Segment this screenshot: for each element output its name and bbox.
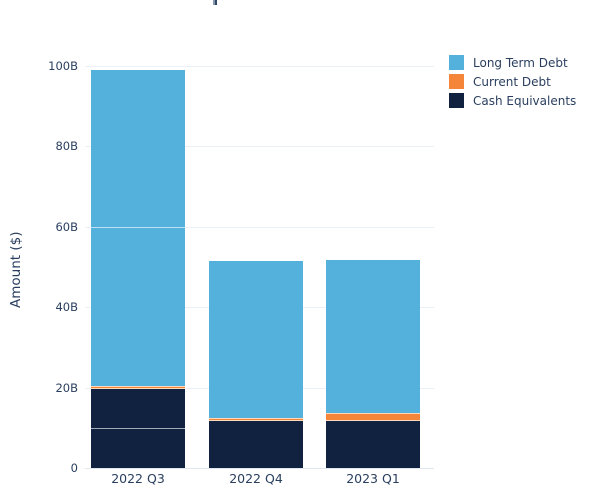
legend: Long Term Debt Current Debt Cash Equivalen… <box>449 55 576 112</box>
legend-swatch-current-debt <box>449 74 464 89</box>
legend-label: Long Term Debt <box>473 55 568 70</box>
gridline <box>85 226 434 228</box>
bar-segment-2023-q1-long-term-debt[interactable] <box>326 260 420 414</box>
y-tick-label-40b: 40B <box>55 300 78 315</box>
segment-divider-line <box>91 227 185 229</box>
bar-2022-q3 <box>91 60 185 468</box>
bar-segment-2022-q3-current-debt[interactable] <box>91 385 185 390</box>
legend-item-long-term-debt[interactable]: Long Term Debt <box>449 55 576 70</box>
y-axis-title: Amount ($) <box>8 231 24 309</box>
x-tick-label-2022-q3: 2022 Q3 <box>111 471 165 486</box>
bar-segment-2023-q1-current-debt[interactable] <box>326 413 420 421</box>
bar-segment-2022-q4-long-term-debt[interactable] <box>209 260 303 418</box>
legend-swatch-cash-equivalents <box>449 93 464 108</box>
x-tick-label-2023-q1: 2023 Q1 <box>346 471 400 486</box>
bar-segment-2023-q1-cash-equivalents[interactable] <box>326 420 420 468</box>
bar-2023-q1 <box>326 60 420 468</box>
legend-swatch-long-term-debt <box>449 55 464 70</box>
legend-label: Current Debt <box>473 74 551 89</box>
x-tick-label-2022-q4: 2022 Q4 <box>229 471 283 486</box>
clipped-title-text-fragment <box>213 0 217 5</box>
x-axis-line <box>85 468 434 469</box>
gridline <box>85 146 434 148</box>
legend-item-cash-equivalents[interactable]: Cash Equivalents <box>449 93 576 108</box>
bar-2022-q4 <box>209 60 303 468</box>
y-tick-label-60b: 60B <box>55 219 78 234</box>
segment-divider-line <box>91 428 185 430</box>
y-tick-label-100b: 100B <box>48 59 78 73</box>
y-tick-label-0: 0 <box>70 461 78 475</box>
y-tick-label-80b: 80B <box>55 139 78 154</box>
plot-area <box>85 60 434 469</box>
bar-segment-2022-q4-cash-equivalents[interactable] <box>209 420 303 468</box>
bar-segment-2022-q4-current-debt[interactable] <box>209 417 303 421</box>
legend-label: Cash Equivalents <box>473 93 577 108</box>
y-tick-label-20b: 20B <box>55 380 78 395</box>
gridline <box>85 66 434 67</box>
legend-item-current-debt[interactable]: Current Debt <box>449 74 576 89</box>
